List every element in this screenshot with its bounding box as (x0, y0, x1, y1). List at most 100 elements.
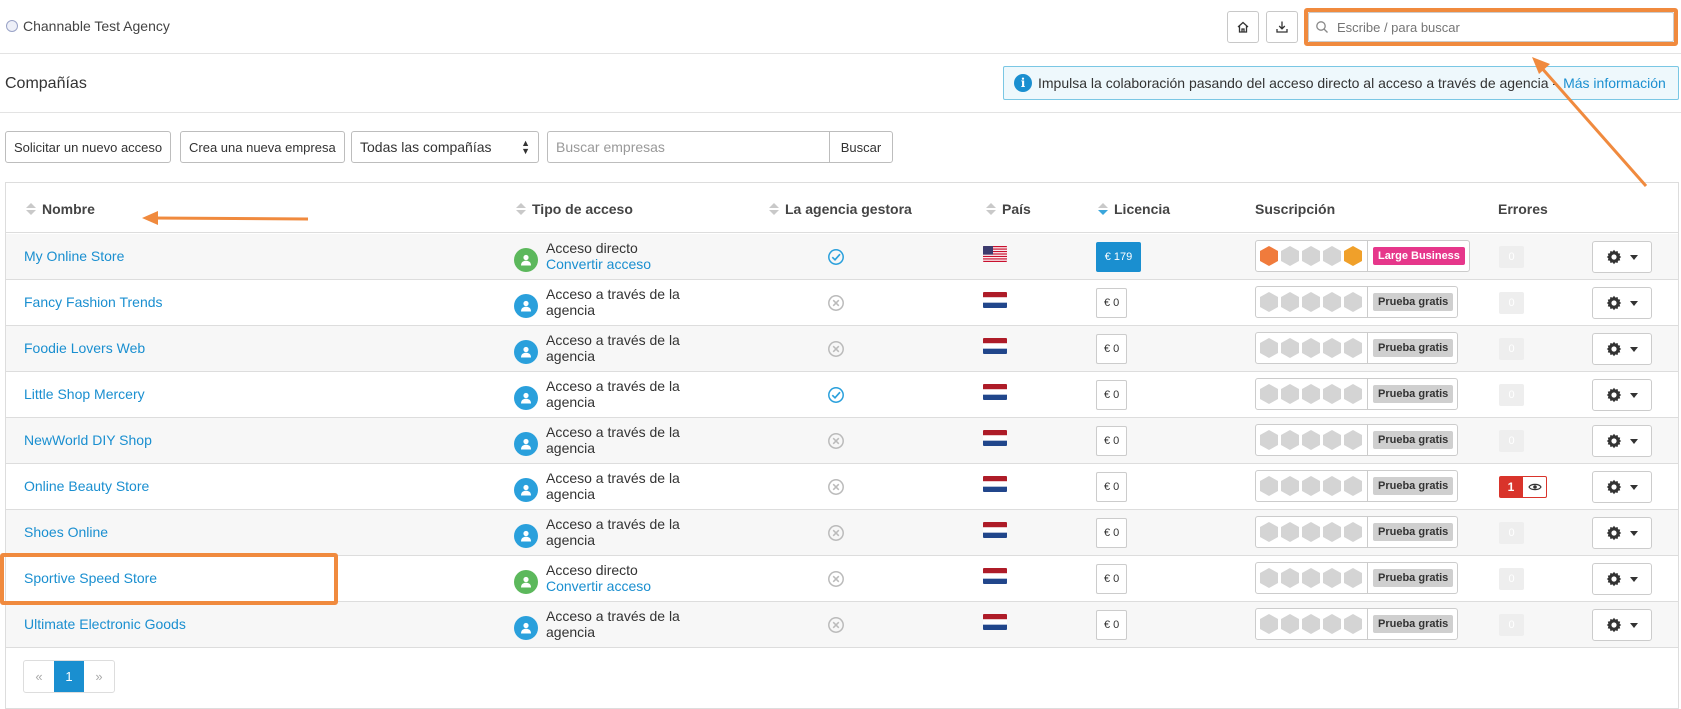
global-search[interactable] (1308, 12, 1674, 42)
gear-icon (1606, 571, 1622, 587)
settings-dropdown-button[interactable] (1592, 241, 1652, 273)
company-name-link[interactable]: Sportive Speed Store (24, 570, 158, 586)
company-name-link[interactable]: Online Beauty Store (24, 478, 150, 494)
subscription-modules[interactable]: Prueba gratis (1255, 286, 1459, 318)
agency-brand[interactable]: Channable Test Agency (6, 18, 170, 34)
access-type: Acceso directo Convertir acceso (514, 240, 651, 272)
settings-dropdown-button[interactable] (1592, 609, 1652, 641)
errors-badge[interactable]: 1 (1499, 476, 1547, 498)
column-license[interactable]: Licencia (1098, 201, 1170, 217)
divider (0, 112, 1681, 113)
x-circle-icon (827, 432, 845, 450)
module-icon (1281, 246, 1299, 266)
column-country[interactable]: País (986, 201, 1031, 217)
settings-dropdown-button[interactable] (1592, 563, 1652, 595)
gear-icon (1606, 525, 1622, 541)
download-button[interactable] (1266, 11, 1298, 43)
column-subscription-label: Suscripción (1255, 201, 1336, 217)
gear-icon (1606, 295, 1622, 311)
page-1-button[interactable]: 1 (54, 661, 84, 692)
license-badge: € 0 (1096, 472, 1128, 502)
module-icon (1344, 292, 1362, 312)
access-type-line2: agencia (546, 532, 596, 548)
subscription-modules[interactable]: Prueba gratis (1255, 378, 1459, 410)
eye-icon[interactable] (1523, 476, 1547, 498)
company-name-link[interactable]: Shoes Online (24, 524, 109, 540)
gear-icon (1606, 341, 1622, 357)
table-header: Nombre Tipo de acceso La agencia gestora… (6, 183, 1678, 233)
agency-logo-icon (6, 20, 18, 32)
settings-dropdown-button[interactable] (1592, 287, 1652, 319)
pagination: « 1 » (23, 660, 115, 693)
subscription-modules[interactable]: Prueba gratis (1255, 608, 1459, 640)
convert-access-link[interactable]: Convertir acceso (546, 256, 652, 272)
access-type-line1: Acceso directo (546, 240, 638, 256)
plan-badge: Prueba gratis (1373, 523, 1454, 541)
next-page-button[interactable]: » (95, 669, 103, 684)
access-type: Acceso a través de la agencia (514, 424, 680, 456)
module-icon (1260, 614, 1278, 634)
company-name-link[interactable]: Little Shop Mercery (24, 386, 145, 402)
search-button[interactable]: Buscar (829, 131, 893, 163)
access-type-line2: agencia (546, 486, 596, 502)
column-subscription: Suscripción (1255, 201, 1335, 217)
top-bar: Channable Test Agency (0, 0, 1681, 54)
company-name-link[interactable]: Ultimate Electronic Goods (24, 616, 186, 632)
column-errors-label: Errores (1498, 201, 1548, 217)
plan-badge: Prueba gratis (1373, 569, 1454, 587)
settings-dropdown-button[interactable] (1592, 333, 1652, 365)
subscription-modules[interactable]: Prueba gratis (1255, 470, 1459, 502)
module-icon (1260, 246, 1278, 266)
module-icon (1302, 292, 1320, 312)
settings-dropdown-button[interactable] (1592, 425, 1652, 457)
license-badge: € 0 (1096, 610, 1128, 640)
access-type-line2: agencia (546, 348, 596, 364)
subscription-modules[interactable]: Large Business (1255, 240, 1470, 272)
request-access-button[interactable]: Solicitar un nuevo acceso (5, 131, 172, 163)
convert-access-link[interactable]: Convertir acceso (546, 578, 652, 594)
module-icon (1323, 246, 1341, 266)
home-button[interactable] (1227, 11, 1259, 43)
settings-dropdown-button[interactable] (1592, 471, 1652, 503)
home-icon (1237, 21, 1249, 33)
column-name[interactable]: Nombre (26, 201, 95, 217)
module-icon (1344, 614, 1362, 634)
plan-badge: Prueba gratis (1373, 477, 1454, 495)
country-flag-icon (983, 476, 1007, 492)
company-name-link[interactable]: NewWorld DIY Shop (24, 432, 152, 448)
settings-dropdown-button[interactable] (1592, 517, 1652, 549)
access-type-line2: agencia (546, 394, 596, 410)
company-filter-value: Todas las compañías (360, 139, 492, 155)
module-icon (1302, 614, 1320, 634)
settings-dropdown-button[interactable] (1592, 379, 1652, 411)
column-managing-agency-label: La agencia gestora (785, 201, 912, 217)
subscription-modules[interactable]: Prueba gratis (1255, 332, 1459, 364)
module-icon (1281, 338, 1299, 358)
company-search-input[interactable]: Buscar empresas (547, 131, 830, 163)
global-search-input[interactable] (1335, 18, 1655, 36)
country-flag-icon (983, 522, 1007, 538)
subscription-modules[interactable]: Prueba gratis (1255, 516, 1459, 548)
info-icon: i (1014, 74, 1032, 92)
company-name-link[interactable]: Fancy Fashion Trends (24, 294, 163, 310)
more-info-link[interactable]: Más información (1563, 75, 1666, 91)
column-access-type[interactable]: Tipo de acceso (516, 201, 633, 217)
subscription-modules[interactable]: Prueba gratis (1255, 562, 1459, 594)
prev-page-button[interactable]: « (35, 669, 43, 684)
subscription-modules[interactable]: Prueba gratis (1255, 424, 1459, 456)
plan-badge: Prueba gratis (1373, 293, 1454, 311)
chevron-down-icon (1630, 346, 1638, 352)
country-flag-icon (983, 338, 1007, 354)
country-flag-icon (983, 430, 1007, 446)
country-flag-icon (983, 614, 1007, 630)
license-badge: € 179 (1096, 242, 1141, 272)
country-flag-icon (983, 568, 1007, 584)
module-icon (1302, 338, 1320, 358)
company-name-link[interactable]: Foodie Lovers Web (24, 340, 146, 356)
company-filter-select[interactable]: Todas las compañías ▲ ▼ (351, 131, 539, 163)
company-name-link[interactable]: My Online Store (24, 248, 125, 264)
column-managing-agency[interactable]: La agencia gestora (769, 201, 912, 217)
access-type: Acceso a través de la agencia (514, 286, 680, 318)
create-company-button[interactable]: Crea una nueva empresa (180, 131, 345, 163)
module-icon (1281, 568, 1299, 588)
